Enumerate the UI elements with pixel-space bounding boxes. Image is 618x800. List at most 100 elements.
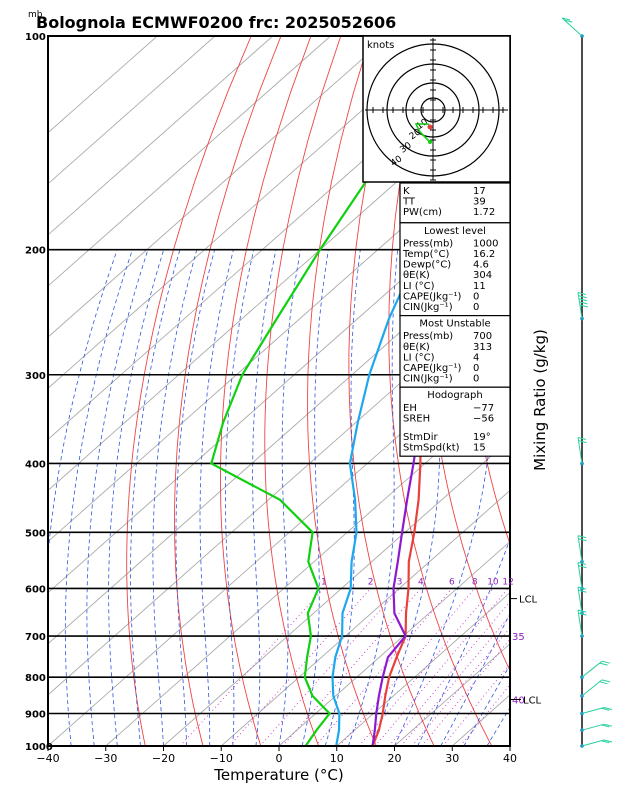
wind-barb-flag bbox=[603, 723, 613, 727]
wind-barb-flag bbox=[578, 612, 587, 616]
isotherm-line bbox=[48, 36, 158, 134]
isotherm-line bbox=[48, 183, 510, 594]
mixing-ratio-line bbox=[339, 588, 476, 746]
mixing-ratio-line bbox=[411, 627, 510, 746]
isotherm-line bbox=[48, 36, 447, 389]
moist-adiabat-line bbox=[301, 249, 329, 746]
index-value: 4 bbox=[473, 352, 479, 363]
profile-line-wetbulb bbox=[331, 91, 505, 746]
pressure-unit-label: mb bbox=[28, 10, 43, 20]
isotherm-line bbox=[509, 745, 510, 746]
isotherm-line bbox=[48, 36, 331, 287]
index-value: 304 bbox=[473, 270, 492, 281]
wind-barb-staff bbox=[581, 679, 603, 697]
index-label: θE(K) bbox=[403, 342, 430, 353]
x-tick-label: −30 bbox=[94, 752, 117, 765]
wind-barb-flag bbox=[577, 535, 587, 539]
index-value: 1.72 bbox=[473, 207, 495, 218]
x-tick-label: 30 bbox=[445, 752, 459, 765]
index-label: Dewp(°C) bbox=[403, 260, 451, 271]
dry-adiabat-line bbox=[126, 36, 252, 746]
index-label: StmDir bbox=[403, 432, 438, 443]
wind-barb-staff bbox=[577, 562, 583, 589]
hodograph-trace bbox=[414, 123, 432, 143]
x-tick-label: 40 bbox=[503, 752, 517, 765]
index-value: 1000 bbox=[473, 238, 498, 249]
moist-adiabat-line bbox=[86, 249, 149, 746]
x-tick-label: −10 bbox=[210, 752, 233, 765]
index-value: 11 bbox=[473, 281, 486, 292]
x-tick-label: 20 bbox=[388, 752, 402, 765]
mixing-ratio-line bbox=[358, 588, 494, 746]
moist-adiabat-line bbox=[199, 249, 234, 746]
index-section-title: Hodograph bbox=[427, 390, 482, 401]
wind-barb-flag bbox=[578, 538, 587, 542]
index-label: StmSpd(kt) bbox=[403, 443, 460, 454]
wind-barb-flag bbox=[578, 589, 587, 593]
wind-barb-staff bbox=[581, 707, 605, 714]
index-label: LI (°C) bbox=[403, 281, 435, 292]
pressure-tick-label: 500 bbox=[25, 528, 46, 539]
index-value: 19° bbox=[473, 432, 491, 443]
x-tick-label: 10 bbox=[330, 752, 344, 765]
wind-barb-flag bbox=[577, 586, 587, 590]
level-label: LCL bbox=[519, 595, 538, 606]
mixing-ratio-line bbox=[400, 614, 510, 746]
dry-adiabat-line bbox=[604, 36, 618, 746]
wind-barb-staff bbox=[577, 535, 583, 562]
index-label: CIN(Jkg⁻¹) bbox=[403, 374, 453, 385]
wind-barb-flag bbox=[603, 707, 613, 710]
isotherm-line bbox=[48, 234, 510, 645]
pressure-tick-label: 800 bbox=[25, 673, 46, 684]
index-value: 0 bbox=[473, 291, 479, 302]
mixing-ratio-label: 12 bbox=[502, 577, 513, 587]
index-value: −77 bbox=[473, 403, 494, 414]
wind-barb-staff bbox=[581, 739, 605, 747]
level-label: 35 bbox=[512, 632, 525, 643]
wind-barb-flag bbox=[561, 17, 571, 21]
pressure-tick-label: 600 bbox=[25, 584, 46, 595]
isotherm-line bbox=[568, 36, 618, 746]
mixing-ratio-label: 10 bbox=[487, 577, 499, 587]
index-box bbox=[399, 386, 511, 457]
wind-barb-flag bbox=[601, 707, 610, 711]
storm-motion-dot bbox=[427, 124, 433, 130]
wind-barb-flag bbox=[577, 609, 587, 613]
moist-adiabat-line bbox=[324, 249, 361, 746]
index-box bbox=[399, 182, 511, 224]
wind-barb-flag bbox=[579, 304, 589, 308]
wind-barb-flag bbox=[578, 295, 587, 299]
wind-barb-flag bbox=[601, 740, 610, 744]
index-label: TT bbox=[402, 197, 416, 208]
wind-barb-flag bbox=[601, 679, 611, 683]
chart-title: Bolognola ECMWF0200 frc: 2025052606 bbox=[36, 13, 396, 32]
index-label: θE(K) bbox=[403, 270, 430, 281]
x-tick-label: 0 bbox=[276, 752, 283, 765]
moist-adiabat-line bbox=[175, 249, 215, 746]
mixing-ratio-label: 6 bbox=[449, 577, 455, 587]
index-value: 0 bbox=[473, 374, 479, 385]
x-tick-label: −40 bbox=[36, 752, 59, 765]
wind-barb-flag bbox=[579, 301, 588, 305]
index-label: CIN(Jkg⁻¹) bbox=[403, 302, 453, 313]
isotherm-line bbox=[48, 36, 274, 236]
x-tick-label: −20 bbox=[152, 752, 175, 765]
level-label: LCL bbox=[523, 695, 542, 706]
index-value: 4.6 bbox=[473, 260, 489, 271]
dry-adiabat-line bbox=[307, 36, 377, 746]
pressure-tick-label: 100 bbox=[25, 32, 46, 43]
moist-adiabat-line bbox=[64, 249, 133, 746]
moist-adiabat-line bbox=[224, 249, 255, 746]
dry-adiabat-line bbox=[348, 36, 435, 746]
index-value: 15 bbox=[473, 443, 486, 454]
index-section-title: Lowest level bbox=[424, 226, 486, 237]
wind-barb-flag bbox=[577, 292, 587, 296]
mixing-ratio-line bbox=[282, 588, 422, 746]
mixing-ratio-line bbox=[315, 588, 453, 746]
level-label: 40 bbox=[512, 695, 525, 706]
index-label: PW(cm) bbox=[403, 207, 442, 218]
index-value: 17 bbox=[473, 186, 486, 197]
index-value: 0 bbox=[473, 302, 479, 313]
